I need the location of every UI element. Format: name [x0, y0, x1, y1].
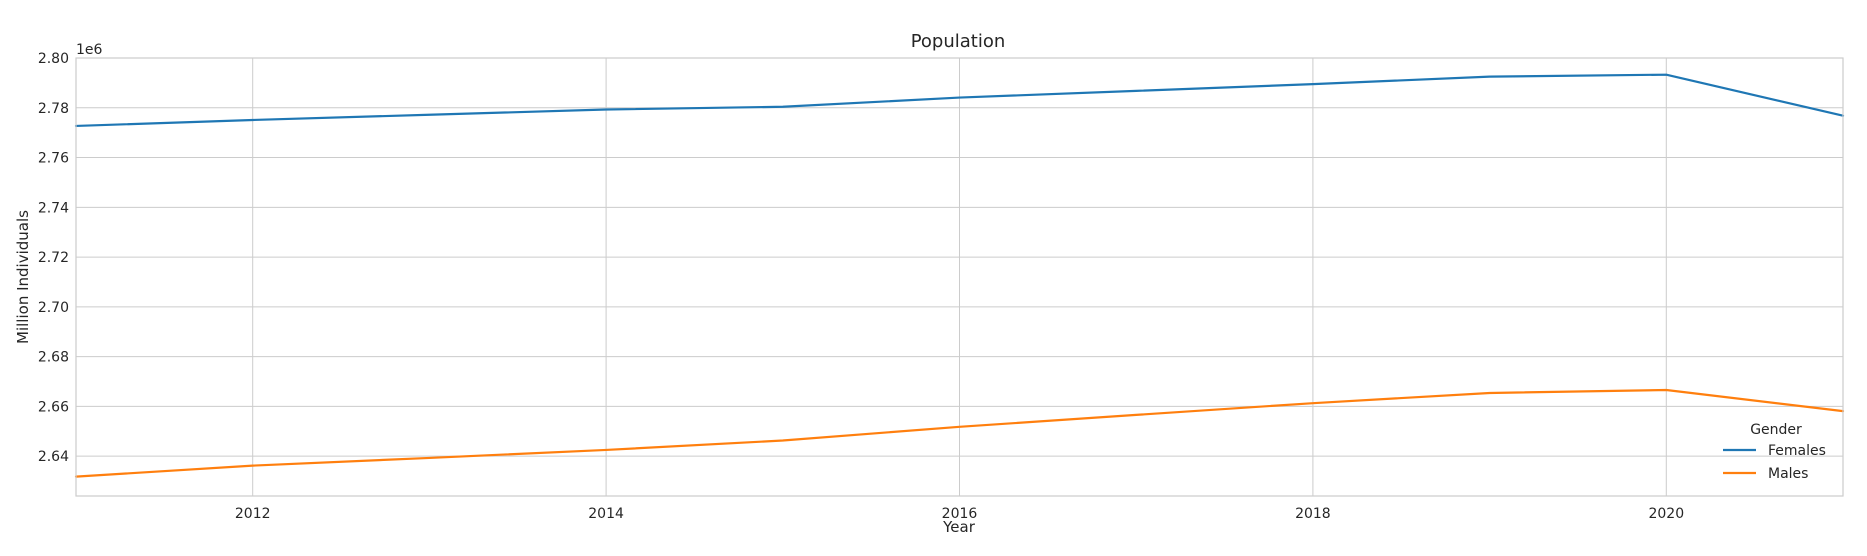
series-lines — [74, 73, 1845, 478]
y-tick-label: 2.70 — [38, 300, 69, 316]
legend: Gender Females Males — [1723, 422, 1826, 482]
x-tick-label: 2018 — [1295, 506, 1331, 522]
y-tick-label: 2.80 — [38, 51, 69, 67]
legend-items: Females Males — [1723, 443, 1826, 482]
x-tick-label: 2016 — [942, 506, 978, 522]
x-tick-label: 2012 — [235, 506, 271, 522]
x-axis-ticks: 2012 2014 2016 2018 2020 — [235, 506, 1684, 522]
legend-label-females: Females — [1768, 443, 1826, 459]
y-axis-ticks: 2.64 2.66 2.68 2.70 2.72 2.74 2.76 2.78 2.80 — [38, 51, 69, 465]
series-line-males — [74, 388, 1845, 478]
x-tick-label: 2020 — [1648, 506, 1684, 522]
x-axis-label: Year — [942, 518, 976, 536]
y-tick-label: 2.68 — [38, 350, 69, 366]
plot-frame — [75, 57, 1844, 497]
legend-label-males: Males — [1768, 466, 1808, 482]
legend-title: Gender — [1750, 422, 1802, 438]
chart-title: Population — [911, 31, 1006, 52]
y-offset-label: 1e6 — [76, 42, 103, 58]
y-axis-label: Million Individuals — [14, 210, 32, 344]
series-line-females — [74, 73, 1845, 128]
y-tick-label: 2.64 — [38, 449, 69, 465]
y-tick-label: 2.76 — [38, 151, 69, 167]
x-tick-label: 2014 — [588, 506, 624, 522]
y-tick-label: 2.72 — [38, 250, 69, 266]
y-tick-label: 2.74 — [38, 200, 69, 216]
y-tick-label: 2.78 — [38, 101, 69, 117]
grid — [76, 57, 1843, 496]
y-tick-label: 2.66 — [38, 399, 69, 415]
